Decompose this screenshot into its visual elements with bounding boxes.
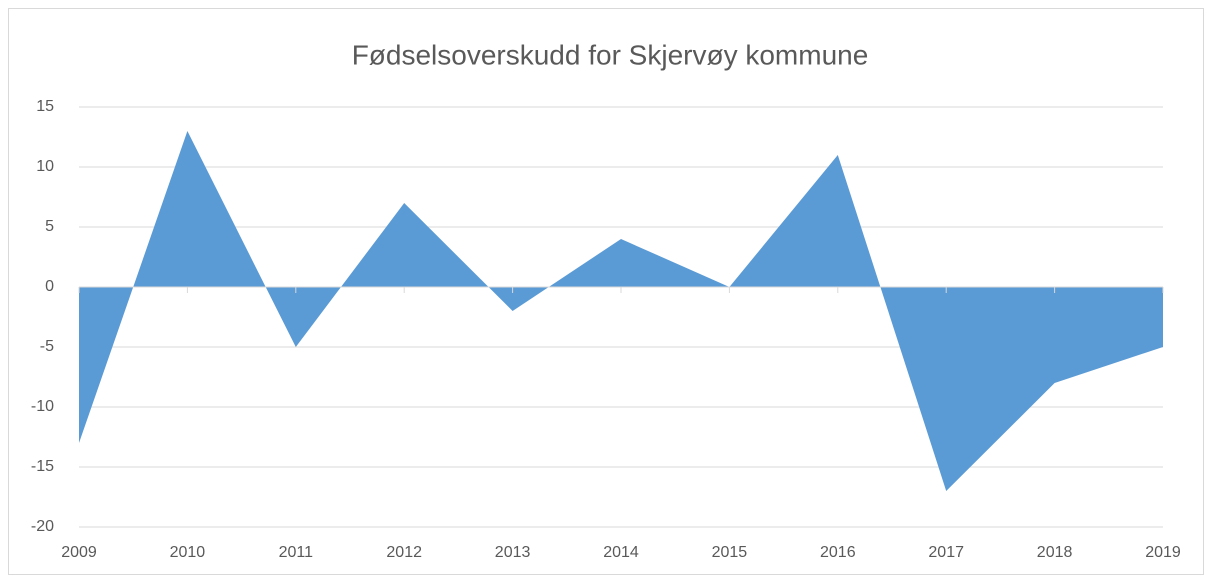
x-tick-label: 2017 bbox=[928, 544, 964, 561]
area bbox=[79, 131, 1163, 491]
y-tick-label: -10 bbox=[31, 398, 54, 415]
x-tick-label: 2009 bbox=[61, 544, 97, 561]
x-tick-label: 2015 bbox=[712, 544, 748, 561]
y-tick-label: -5 bbox=[40, 338, 54, 355]
x-tick-label: 2010 bbox=[170, 544, 206, 561]
y-tick-label: 0 bbox=[45, 278, 54, 295]
x-tick-label: 2011 bbox=[279, 544, 314, 561]
y-tick-label: 10 bbox=[36, 158, 54, 175]
x-tick-label: 2018 bbox=[1037, 544, 1073, 561]
x-tick-label: 2012 bbox=[386, 544, 422, 561]
chart-title: Fødselsoverskudd for Skjervøy kommune bbox=[352, 39, 869, 70]
x-tick-label: 2016 bbox=[820, 544, 856, 561]
y-tick-label: 5 bbox=[45, 218, 54, 235]
x-tick-label: 2014 bbox=[603, 544, 639, 561]
y-tick-label: -15 bbox=[31, 458, 54, 475]
y-tick-label: 15 bbox=[36, 98, 54, 115]
x-tick-label: 2019 bbox=[1145, 544, 1181, 561]
x-tick-label: 2013 bbox=[495, 544, 531, 561]
y-tick-label: -20 bbox=[31, 518, 54, 535]
